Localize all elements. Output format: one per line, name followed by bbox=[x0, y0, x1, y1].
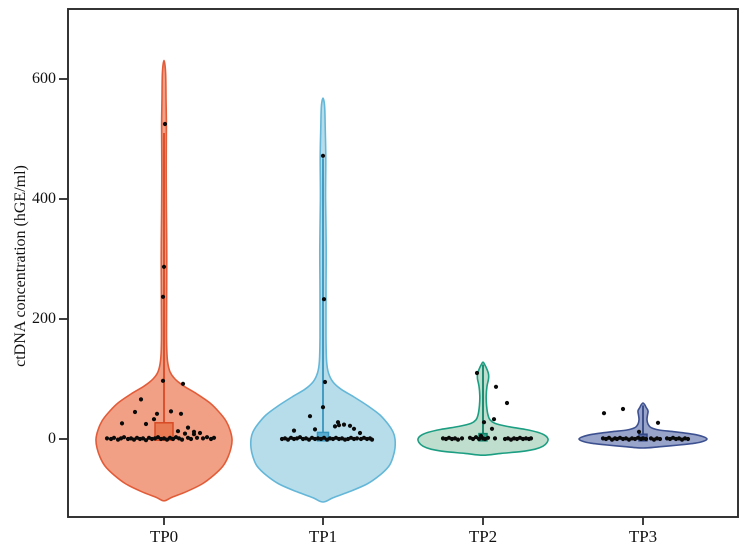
data-point-TP1 bbox=[351, 426, 357, 431]
data-point-TP1 bbox=[320, 153, 326, 158]
data-point-TP3 bbox=[655, 420, 661, 425]
data-point-TP0 bbox=[179, 437, 185, 442]
data-point-TP0 bbox=[204, 435, 210, 440]
y-tick-label: 600 bbox=[32, 70, 56, 87]
x-tick-label-TP1: TP1 bbox=[308, 527, 338, 546]
data-point-TP3 bbox=[636, 429, 642, 434]
data-point-TP1 bbox=[332, 424, 338, 429]
data-point-TP2 bbox=[491, 417, 497, 422]
data-point-TP1 bbox=[321, 297, 327, 302]
x-tick-label-TP0: TP0 bbox=[149, 527, 179, 546]
data-point-TP1 bbox=[307, 414, 313, 419]
data-point-TP0 bbox=[119, 421, 125, 426]
data-point-TP2 bbox=[481, 420, 487, 425]
y-tick-label: 0 bbox=[48, 430, 56, 447]
data-point-TP1 bbox=[347, 423, 353, 428]
data-point-TP3 bbox=[643, 436, 649, 442]
data-point-TP0 bbox=[194, 435, 200, 440]
data-point-TP3 bbox=[685, 436, 691, 442]
data-point-TP0 bbox=[162, 121, 168, 127]
data-point-TP0 bbox=[180, 381, 186, 386]
data-point-TP1 bbox=[357, 430, 363, 436]
data-point-TP2 bbox=[528, 436, 534, 441]
data-point-TP0 bbox=[160, 294, 166, 299]
data-point-TP0 bbox=[175, 429, 181, 434]
y-tick-label: 200 bbox=[32, 310, 56, 327]
data-point-TP1 bbox=[320, 405, 326, 410]
data-point-TP0 bbox=[182, 431, 188, 436]
data-point-TP0 bbox=[143, 438, 149, 443]
data-point-TP2 bbox=[485, 435, 491, 440]
y-tick-label: 400 bbox=[32, 190, 56, 207]
data-point-TP2 bbox=[493, 384, 499, 389]
data-point-TP1 bbox=[369, 437, 375, 442]
data-point-TP2 bbox=[492, 436, 498, 441]
x-tick-label-TP2: TP2 bbox=[468, 527, 498, 546]
data-point-TP2 bbox=[474, 370, 480, 376]
data-point-TP0 bbox=[211, 435, 217, 440]
data-point-TP0 bbox=[168, 409, 174, 414]
data-point-TP0 bbox=[138, 397, 144, 402]
data-point-TP0 bbox=[161, 264, 167, 269]
data-point-TP0 bbox=[191, 432, 197, 437]
data-point-TP0 bbox=[104, 436, 110, 441]
data-point-TP2 bbox=[455, 437, 461, 442]
data-point-TP0 bbox=[178, 411, 184, 416]
data-point-TP1 bbox=[291, 428, 297, 433]
data-point-TP0 bbox=[132, 409, 138, 415]
data-point-TP2 bbox=[476, 436, 482, 442]
x-tick-label-TP3: TP3 bbox=[628, 527, 658, 546]
axes-frame bbox=[67, 8, 739, 518]
data-point-TP1 bbox=[322, 379, 328, 385]
data-point-TP0 bbox=[200, 436, 206, 441]
data-point-TP1 bbox=[312, 427, 318, 432]
data-point-TP0 bbox=[197, 430, 203, 436]
data-point-TP2 bbox=[459, 436, 465, 441]
data-point-TP3 bbox=[620, 406, 626, 412]
data-point-TP3 bbox=[657, 436, 663, 442]
data-point-TP2 bbox=[489, 426, 495, 431]
data-point-TP0 bbox=[111, 435, 117, 440]
data-point-TP2 bbox=[504, 400, 510, 406]
data-point-TP0 bbox=[121, 435, 127, 440]
data-point-TP0 bbox=[151, 417, 157, 422]
data-point-TP0 bbox=[160, 378, 166, 383]
data-point-TP1 bbox=[341, 422, 347, 427]
data-point-TP0 bbox=[188, 436, 194, 442]
data-point-TP0 bbox=[185, 425, 191, 430]
data-point-TP3 bbox=[601, 411, 607, 416]
data-point-TP1 bbox=[335, 420, 341, 425]
data-point-TP1 bbox=[354, 436, 360, 441]
data-point-TP0 bbox=[143, 421, 149, 427]
data-point-TP0 bbox=[154, 411, 160, 416]
